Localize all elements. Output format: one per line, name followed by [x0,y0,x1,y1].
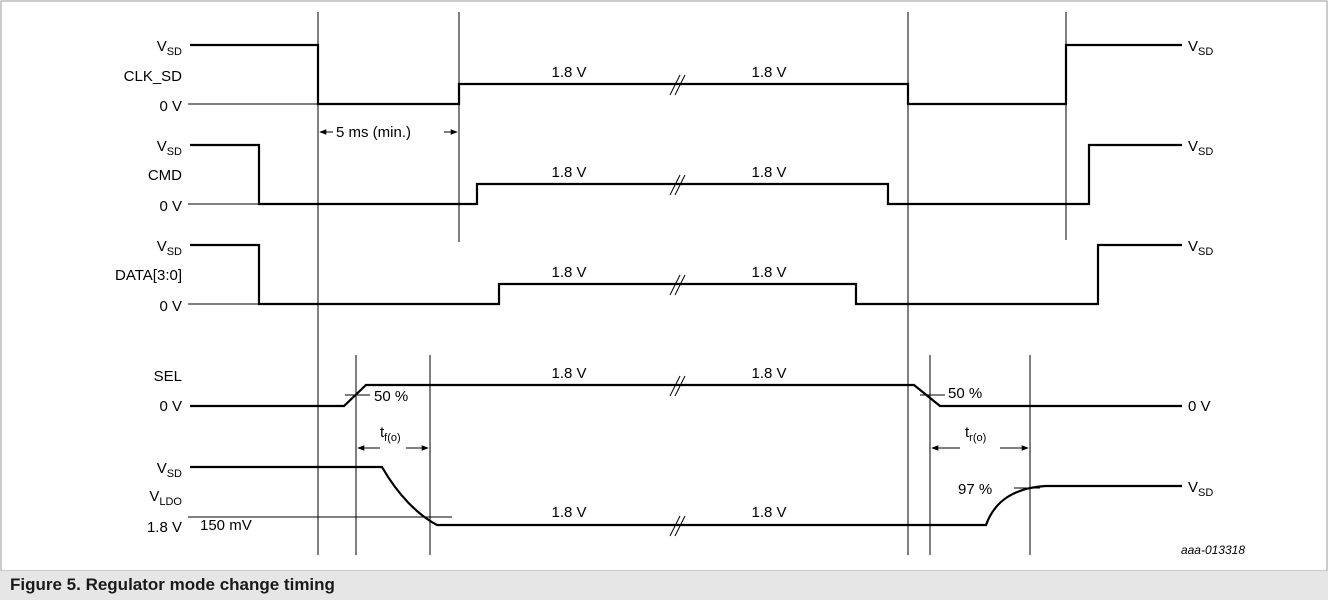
figure-reference-id: aaa-013318 [1181,543,1245,557]
fall-time-label: tf(o) [380,424,401,444]
caption-bar [0,571,1328,600]
clk-sd-right-vsd: VSD [1188,38,1213,58]
cmd-right-vsd: VSD [1188,138,1213,158]
vldo-vsd-label: VSD [157,460,182,480]
data-waveform [190,243,1182,306]
vldo-name: VLDO [149,488,182,508]
vldo-right-vsd: VSD [1188,479,1213,499]
cmd-vsd-label: VSD [157,138,182,158]
vldo-ripple-label: 150 mV [200,517,252,534]
sel-mid-left: 1.8 V [551,365,586,382]
vldo-mid-left: 1.8 V [551,504,586,521]
sel-right-label: 0 V [1188,398,1211,415]
cmd-name: CMD [148,167,182,184]
data-signal: VSD DATA[3:0] 0 V 1.8 V 1.8 V VSD [115,238,1213,315]
clk-sd-waveform [190,43,1182,106]
clk-sd-vsd-label: VSD [157,38,182,58]
vldo-waveform [190,465,1182,527]
clk-sd-name: CLK_SD [124,68,183,85]
figure-frame [0,0,1328,572]
data-vsd-label: VSD [157,238,182,258]
sel-threshold-left: 50 % [374,388,408,405]
sel-threshold-right: 50 % [948,385,982,402]
fall-time-annotation: tf(o) [357,424,429,451]
rise-time-label: tr(o) [965,424,986,444]
cmd-mid-right: 1.8 V [751,164,786,181]
data-mid-right: 1.8 V [751,264,786,281]
vldo-signal: VSD VLDO 1.8 V 150 mV VSD 1.8 V 1.8 V 97… [147,460,1213,537]
clk-sd-mid-left: 1.8 V [551,64,586,81]
cmd-waveform [190,143,1182,206]
clk-sd-mid-right: 1.8 V [751,64,786,81]
clk-sd-low-label: 0 V [159,98,182,115]
sel-waveform [190,383,1182,408]
cmd-mid-left: 1.8 V [551,164,586,181]
min-delay-label: 5 ms (min.) [336,124,411,141]
vldo-low-label: 1.8 V [147,519,182,536]
data-low-label: 0 V [159,298,182,315]
data-name: DATA[3:0] [115,267,182,284]
data-mid-left: 1.8 V [551,264,586,281]
vldo-mid-right: 1.8 V [751,504,786,521]
vldo-threshold: 97 % [958,481,992,498]
cmd-signal: VSD CMD 0 V 1.8 V 1.8 V VSD [148,138,1214,215]
sel-name: SEL [154,368,182,385]
sel-mid-right: 1.8 V [751,365,786,382]
clk-sd-signal: VSD CLK_SD 0 V 1.8 V 1.8 V VSD [124,38,1214,115]
data-right-vsd: VSD [1188,238,1213,258]
min-delay-annotation: 5 ms (min.) [319,124,458,141]
sel-low-label: 0 V [159,398,182,415]
rise-time-annotation: tr(o) [931,424,1029,451]
cmd-low-label: 0 V [159,198,182,215]
sel-signal: SEL 0 V 0 V 1.8 V 1.8 V 50 % 50 % [154,365,1211,415]
figure-caption: Figure 5. Regulator mode change timing [10,575,335,594]
